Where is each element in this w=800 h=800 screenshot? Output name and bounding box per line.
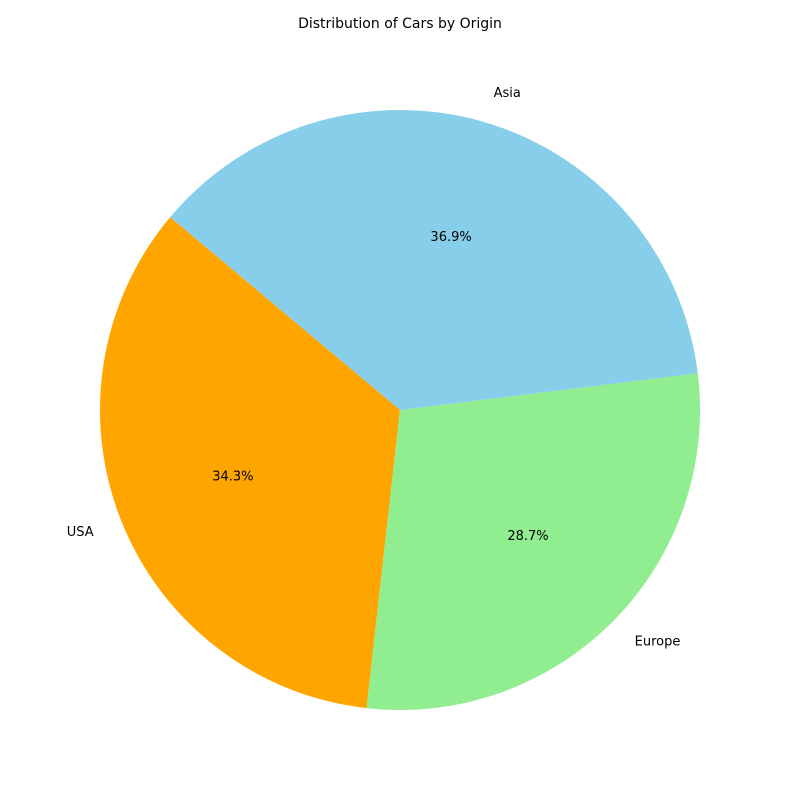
pct-label-usa: 34.3% bbox=[212, 469, 253, 484]
pct-label-asia: 36.9% bbox=[430, 230, 471, 245]
pie-slices bbox=[100, 109, 701, 710]
pct-label-europe: 28.7% bbox=[507, 529, 548, 544]
pie-slice-asia bbox=[170, 109, 698, 410]
pie-slice-europe bbox=[366, 373, 701, 710]
slice-label-usa: USA bbox=[67, 525, 94, 540]
pie-slice-usa bbox=[100, 217, 401, 709]
slice-label-asia: Asia bbox=[494, 86, 521, 101]
slice-label-europe: Europe bbox=[635, 635, 681, 650]
chart-title: Distribution of Cars by Origin bbox=[298, 16, 502, 32]
pie-labels: USA 34.3% Europe 28.7% Asia 36.9% bbox=[67, 86, 681, 649]
